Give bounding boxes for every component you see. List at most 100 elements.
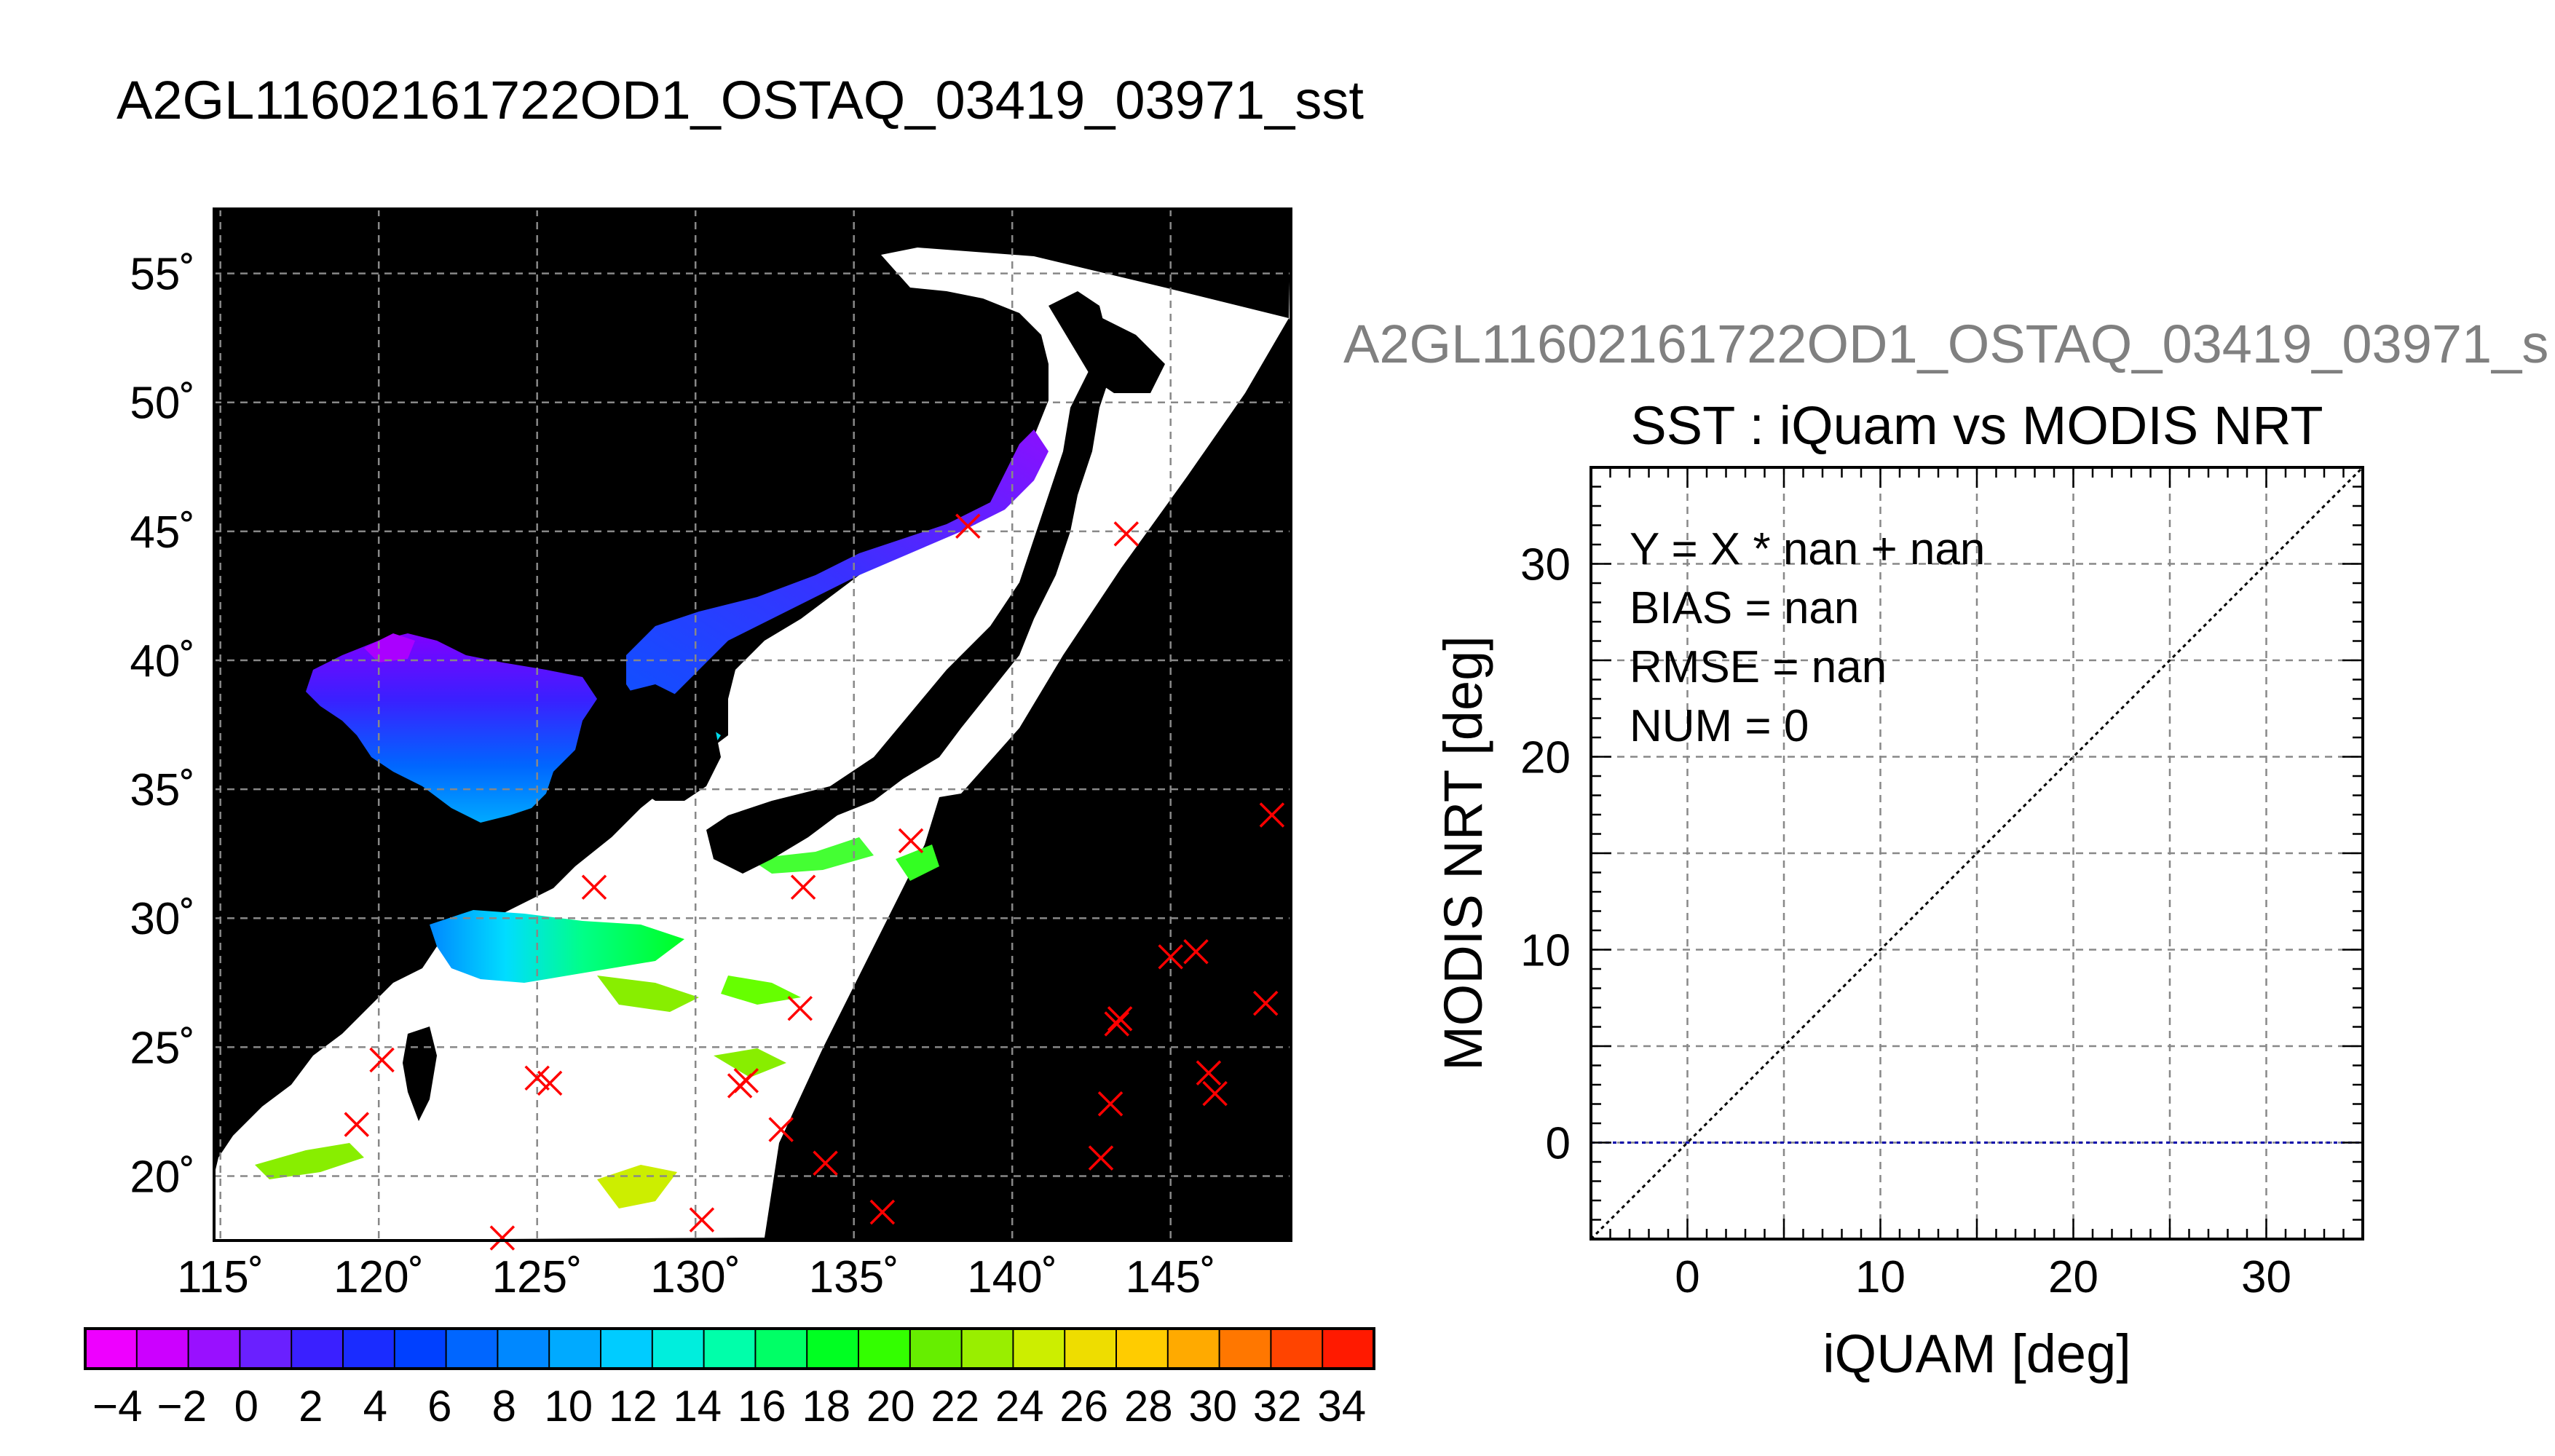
scatter-reference-lines — [1590, 466, 2364, 1241]
colorbar-cell — [188, 1329, 240, 1369]
x-tick-label: 20 — [2048, 1252, 2098, 1302]
colorbar-cell — [291, 1329, 344, 1369]
matchup-marker — [955, 513, 981, 539]
colorbar-tick-label: 2 — [299, 1382, 323, 1431]
sst-patch — [597, 976, 699, 1012]
colorbar-tick-label: 28 — [1124, 1382, 1173, 1431]
sst-patch — [597, 1165, 677, 1208]
matchup-marker — [1196, 1060, 1222, 1085]
hokkaido-land — [1049, 306, 1165, 393]
colorbar-tick-label: 32 — [1253, 1382, 1302, 1431]
marker-stroke — [768, 1117, 794, 1142]
colorbar-tick-label: −2 — [157, 1382, 207, 1431]
matchup-marker — [1113, 521, 1140, 547]
lat-tick-label: 30˚ — [130, 894, 195, 944]
bohai-sst — [364, 633, 415, 662]
colorbar-tick-label: 16 — [738, 1382, 786, 1431]
colorbar-frame — [84, 1327, 1375, 1370]
matchup-marker — [768, 1117, 794, 1142]
marker-stroke — [1113, 521, 1140, 547]
stats-line: NUM = 0 — [1630, 701, 1809, 751]
y-tick-label: 10 — [1520, 926, 1571, 976]
colorbar-cell — [652, 1329, 705, 1369]
matchup-marker — [898, 828, 924, 854]
lon-tick-label: 145˚ — [1126, 1252, 1216, 1302]
colorbar-cell — [1271, 1329, 1323, 1369]
sst-patch — [721, 976, 801, 1005]
colorbar-cell — [1322, 1329, 1375, 1369]
matchup-marker — [1259, 802, 1285, 828]
scatter-plot: SST : iQuam vs MODIS NRT 0 10 20 300102030 … — [1433, 395, 2364, 1384]
marker-stroke — [898, 828, 924, 854]
sst-patch — [896, 844, 939, 881]
marker-stroke — [581, 874, 607, 900]
colorbar-tick-label: 12 — [609, 1382, 657, 1431]
y-tick-label: 30 — [1520, 540, 1571, 590]
matchup-marker — [524, 1065, 550, 1091]
y-axis-label: MODIS NRT [deg] — [1433, 636, 1493, 1071]
marker-stroke — [790, 874, 816, 900]
x-axis-label: iQUAM [deg] — [1823, 1324, 2131, 1384]
marker-stroke — [1104, 1011, 1129, 1037]
lat-tick-label: 25˚ — [130, 1023, 195, 1073]
colorbar-cell — [549, 1329, 601, 1369]
matchup-marker — [369, 1047, 395, 1073]
colorbar-tick-label: 14 — [673, 1382, 722, 1431]
matchup-markers — [344, 513, 1285, 1251]
x-tick-label: 10 — [1855, 1252, 1906, 1302]
colorbar-cell — [1116, 1329, 1169, 1369]
latitude-labels: 20˚ 25˚ 30˚ 35˚ 40˚ 45˚ 50˚ 55˚ — [130, 250, 195, 1203]
colorbar-cell — [85, 1329, 138, 1369]
sst-patch — [750, 837, 874, 874]
lat-tick-label: 40˚ — [130, 636, 195, 687]
marker-stroke — [1202, 1080, 1228, 1107]
scatter-ticks: 0 10 20 30 0 10 20 30 — [1520, 466, 2364, 1302]
matchup-marker — [1252, 990, 1279, 1016]
lon-tick-label: 135˚ — [809, 1252, 899, 1302]
colorbar-cell — [1013, 1329, 1065, 1369]
colorbar-tick-label: 6 — [427, 1382, 451, 1431]
colorbar-tick-label: 30 — [1188, 1382, 1237, 1431]
lat-tick-label: 20˚ — [130, 1152, 195, 1202]
matchup-marker — [1107, 1006, 1133, 1032]
colorbar-cell — [1219, 1329, 1271, 1369]
stats-line: RMSE = nan — [1630, 642, 1887, 692]
lon-tick-label: 140˚ — [967, 1252, 1057, 1302]
matchup-marker — [581, 874, 607, 900]
colorbar-tick-label: 26 — [1059, 1382, 1108, 1431]
marker-stroke — [955, 513, 981, 539]
matchup-marker — [1088, 1145, 1114, 1171]
lat-tick-label: 45˚ — [130, 507, 195, 558]
colorbar-tick-label: 8 — [492, 1382, 516, 1431]
east-china-sea-sst — [430, 910, 684, 983]
colorbar-cell — [497, 1329, 550, 1369]
main-title: A2GL11602161722OD1_OSTAQ_03419_03971_sst — [117, 70, 1364, 130]
matchup-marker — [537, 1070, 563, 1096]
matchup-marker — [1158, 944, 1183, 970]
x-tick-label: 0 — [1675, 1252, 1699, 1302]
marker-stroke — [1259, 802, 1285, 828]
scatter-header: A2GL11602161722OD1_OSTAQ_03419_03971_s — [1343, 314, 2549, 374]
sst-map: 20˚ 25˚ 30˚ 35˚ 40˚ 45˚ 50˚ 55˚ 115˚ 120˚ 125˚ 130… — [130, 207, 1292, 1302]
map-grid — [214, 209, 1291, 1241]
colorbar-cell — [240, 1329, 292, 1369]
colorbar-tick-label: −4 — [92, 1382, 142, 1431]
matchup-marker — [1183, 939, 1209, 965]
marker-stroke — [1088, 1145, 1114, 1171]
scatter-grid — [1591, 467, 2363, 1239]
colorbar-tick-label: 20 — [866, 1382, 915, 1431]
colorbar-cell — [909, 1329, 963, 1369]
lat-tick-label: 50˚ — [130, 379, 195, 429]
lon-tick-label: 130˚ — [650, 1252, 741, 1302]
colorbar-cell — [1167, 1329, 1220, 1369]
marker-stroke — [1107, 1006, 1133, 1032]
colorbar-tick-label: 18 — [802, 1382, 850, 1431]
sst-patch — [255, 1143, 364, 1179]
stats-line: Y = X * nan + nan — [1630, 524, 1985, 574]
lon-tick-label: 120˚ — [333, 1252, 424, 1302]
colorbar-cell — [703, 1329, 756, 1369]
marker-stroke — [1196, 1060, 1222, 1085]
colorbar-cell — [1065, 1329, 1117, 1369]
stats-line: BIAS = nan — [1630, 583, 1859, 633]
